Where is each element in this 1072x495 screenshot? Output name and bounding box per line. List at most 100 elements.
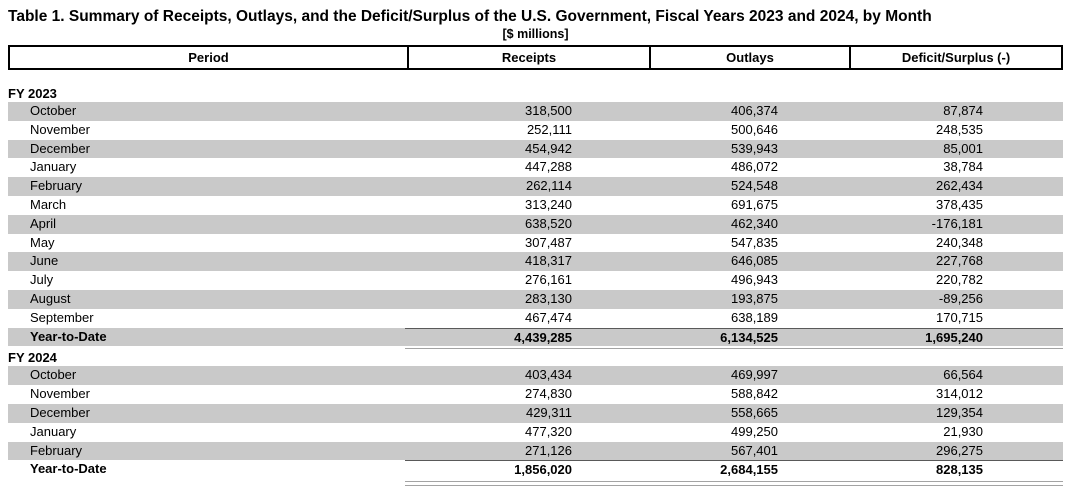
section-label: FY 2023 — [8, 86, 57, 101]
table-bottom-rule-1 — [405, 481, 1063, 483]
table-header-row: Period Receipts Outlays Deficit/Surplus … — [8, 45, 1063, 70]
cell-receipts: 1,856,020 — [405, 460, 647, 479]
cell-deficit-surplus: 170,715 — [936, 309, 983, 325]
cell-deficit-surplus: 85,001 — [943, 140, 983, 156]
table-row: December 429,311 558,665 129,354 — [8, 403, 1063, 423]
table-row: September 467,474 638,189 170,715 — [8, 308, 1063, 328]
cell-deficit-surplus: 129,354 — [936, 404, 983, 420]
cell-deficit-surplus: -176,181 — [931, 215, 983, 231]
cell-outlays: 406,374 — [731, 103, 778, 118]
cell-period: Year-to-Date — [30, 328, 107, 344]
cell-period: December — [30, 140, 90, 156]
cell-outlays: 462,340 — [731, 215, 778, 231]
cell-outlays: 539,943 — [731, 140, 778, 156]
page-title: Table 1. Summary of Receipts, Outlays, a… — [8, 8, 932, 25]
table-body: October 318,500 406,374 87,874 November … — [8, 102, 1063, 347]
table-subtitle: [$ millions] — [502, 27, 569, 41]
table-row: November 252,111 500,646 248,535 — [8, 120, 1063, 140]
cell-outlays: 691,675 — [731, 196, 778, 212]
cell-outlays: 6,134,525 — [647, 327, 847, 347]
table-body: October 403,434 469,997 66,564 November … — [8, 366, 1063, 480]
cell-receipts: 418,317 — [525, 253, 572, 269]
cell-receipts: 307,487 — [525, 234, 572, 250]
cell-period: Year-to-Date — [30, 461, 107, 477]
cell-receipts: 467,474 — [525, 309, 572, 325]
table-row: October 403,434 469,997 66,564 — [8, 366, 1063, 386]
cell-deficit-surplus: 296,275 — [936, 442, 983, 458]
table-row: January 447,288 486,072 38,784 — [8, 158, 1063, 178]
cell-period: October — [30, 103, 77, 118]
table-row: November 274,830 588,842 314,012 — [8, 385, 1063, 404]
cell-period: June — [30, 253, 59, 269]
cell-outlays: 486,072 — [731, 159, 778, 175]
cell-outlays: 588,842 — [731, 386, 778, 402]
table-bottom-rule-2 — [405, 485, 1063, 487]
cell-receipts: 4,439,285 — [405, 327, 647, 347]
cell-period: May — [30, 234, 55, 250]
cell-receipts: 429,311 — [525, 404, 572, 420]
cell-period: December — [30, 404, 90, 420]
cell-deficit-surplus: 248,535 — [936, 121, 983, 137]
table-row: April 638,520 462,340 -176,181 — [8, 214, 1063, 234]
table-row: August 283,130 193,875 -89,256 — [8, 289, 1063, 309]
table-row: July 276,161 496,943 220,782 — [8, 271, 1063, 290]
cell-deficit-surplus: 240,348 — [936, 234, 983, 250]
cell-period: November — [30, 386, 90, 402]
table-row: February 271,126 567,401 296,275 — [8, 441, 1063, 461]
cell-outlays: 524,548 — [731, 178, 778, 194]
cell-outlays: 469,997 — [731, 367, 778, 383]
cell-outlays: 193,875 — [731, 290, 778, 306]
cell-deficit-surplus: 21,930 — [943, 423, 983, 439]
cell-period: October — [30, 367, 77, 383]
cell-deficit-surplus: 1,695,240 — [847, 327, 1063, 347]
cell-deficit-surplus: -89,256 — [938, 290, 983, 306]
cell-outlays: 638,189 — [731, 309, 778, 325]
table-row: October 318,500 406,374 87,874 — [8, 102, 1063, 121]
table-row: January 477,320 499,250 21,930 — [8, 422, 1063, 442]
table-row: December 454,942 539,943 85,001 — [8, 139, 1063, 159]
cell-receipts: 403,434 — [525, 367, 572, 383]
cell-period: April — [30, 215, 57, 231]
cell-receipts: 638,520 — [525, 215, 572, 231]
cell-outlays: 496,943 — [731, 272, 778, 288]
cell-outlays: 567,401 — [731, 442, 778, 458]
cell-receipts: 283,130 — [525, 290, 572, 306]
section-fy-2024: FY 2024 October 403,434 469,997 66,564 N… — [8, 349, 1072, 487]
cell-deficit-surplus: 38,784 — [943, 159, 983, 175]
cell-period: February — [30, 178, 83, 194]
cell-receipts: 252,111 — [526, 121, 572, 137]
table-row: May 307,487 547,835 240,348 — [8, 233, 1063, 253]
cell-period: July — [30, 272, 54, 288]
cell-receipts: 313,240 — [525, 196, 572, 212]
cell-outlays: 558,665 — [731, 404, 778, 420]
cell-receipts: 262,114 — [525, 178, 572, 194]
cell-outlays: 646,085 — [731, 253, 778, 269]
cell-period: February — [30, 442, 83, 458]
cell-deficit-surplus: 66,564 — [943, 367, 983, 383]
cell-deficit-surplus: 87,874 — [943, 103, 983, 118]
cell-period: September — [30, 309, 94, 325]
section-label: FY 2024 — [8, 350, 57, 366]
section-total-underline — [405, 348, 1063, 350]
header-cell-deficit-surplus: Deficit/Surplus (-) — [849, 47, 1061, 68]
cell-period: November — [30, 121, 90, 137]
cell-receipts: 447,288 — [525, 159, 572, 175]
cell-receipts: 276,161 — [525, 272, 572, 288]
table-row: February 262,114 524,548 262,434 — [8, 177, 1063, 196]
cell-receipts: 454,942 — [525, 140, 572, 156]
cell-outlays: 499,250 — [731, 423, 778, 439]
cell-deficit-surplus: 220,782 — [936, 272, 983, 288]
cell-deficit-surplus: 378,435 — [936, 196, 983, 212]
table-row: Year-to-Date 1,856,020 2,684,155 828,135 — [8, 460, 1063, 480]
cell-deficit-surplus: 314,012 — [936, 386, 983, 402]
section-fy-2023: FY 2023 October 318,500 406,374 87,874 N… — [8, 85, 1072, 350]
cell-receipts: 274,830 — [525, 386, 572, 402]
cell-period: August — [30, 290, 71, 306]
table-row: June 418,317 646,085 227,768 — [8, 252, 1063, 272]
header-cell-period: Period — [188, 50, 229, 65]
cell-period: January — [30, 159, 77, 175]
table-row: March 313,240 691,675 378,435 — [8, 195, 1063, 215]
cell-receipts: 477,320 — [525, 423, 572, 439]
cell-period: January — [30, 423, 77, 439]
